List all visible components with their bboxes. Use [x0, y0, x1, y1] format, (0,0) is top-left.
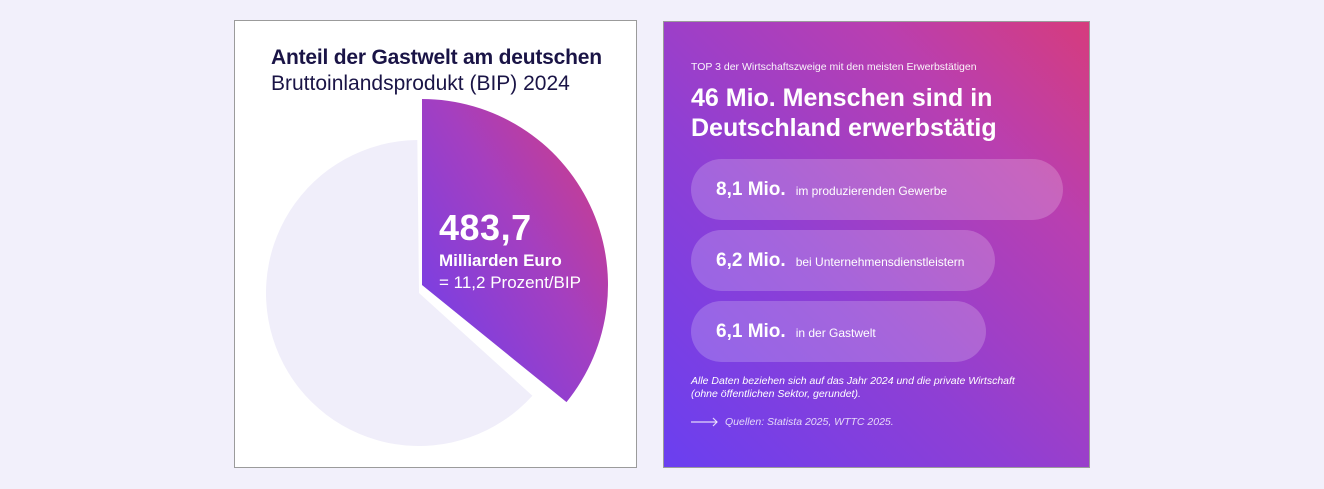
pie-chart — [265, 99, 608, 447]
gdp-share-title: Anteil der Gastwelt am deutschen Bruttoi… — [271, 45, 631, 97]
sector-item-business-services: 6,2 Mio. bei Unternehmensdienstleistern — [691, 230, 995, 291]
footnote-line1: Alle Daten beziehen sich auf das Jahr 20… — [691, 375, 1015, 387]
employment-kicker: TOP 3 der Wirtschaftszweige mit den meis… — [691, 61, 977, 73]
gastwelt-unit: Milliarden Euro — [439, 251, 562, 270]
footnote-line2: (ohne öffentlichen Sektor, gerundet). — [691, 388, 861, 400]
gastwelt-value-label: 483,7 Milliarden Euro = 11,2 Prozent/BIP — [439, 208, 581, 294]
sources-line: Quellen: Statista 2025, WTTC 2025. — [691, 416, 894, 428]
sector-label: im produzierenden Gewerbe — [795, 184, 948, 198]
pie-slice-rest — [265, 140, 533, 447]
gdp-share-title-line1: Anteil der Gastwelt am deutschen — [271, 46, 602, 69]
sector-number: 6,1 Mio. — [716, 320, 786, 342]
employment-card: TOP 3 der Wirtschaftszweige mit den meis… — [663, 21, 1090, 468]
sector-number: 8,1 Mio. — [716, 178, 786, 200]
employment-headline: 46 Mio. Menschen sind in Deutschland erw… — [691, 83, 1081, 143]
gdp-share-card: Anteil der Gastwelt am deutschen Bruttoi… — [234, 20, 637, 468]
employment-headline-line2: Deutschland erwerbstätig — [691, 114, 997, 142]
pie-slice-gastwelt — [422, 99, 608, 403]
gdp-share-title-line2: Bruttoinlandsprodukt (BIP) 2024 — [271, 72, 570, 95]
sector-item-manufacturing: 8,1 Mio. im produzierenden Gewerbe — [691, 159, 1063, 220]
data-footnote: Alle Daten beziehen sich auf das Jahr 20… — [691, 375, 1071, 401]
employment-headline-line1: 46 Mio. Menschen sind in — [691, 84, 993, 112]
sector-label: in der Gastwelt — [795, 326, 876, 340]
sector-label: bei Unternehmensdienstleistern — [795, 255, 965, 269]
sector-number: 6,2 Mio. — [716, 249, 786, 271]
sector-item-hospitality: 6,1 Mio. in der Gastwelt — [691, 301, 986, 362]
arrow-right-icon — [691, 417, 718, 427]
gastwelt-value: 483,7 — [439, 207, 532, 248]
sources-text: Quellen: Statista 2025, WTTC 2025. — [725, 416, 894, 428]
gastwelt-percent: = 11,2 Prozent/BIP — [439, 273, 581, 292]
